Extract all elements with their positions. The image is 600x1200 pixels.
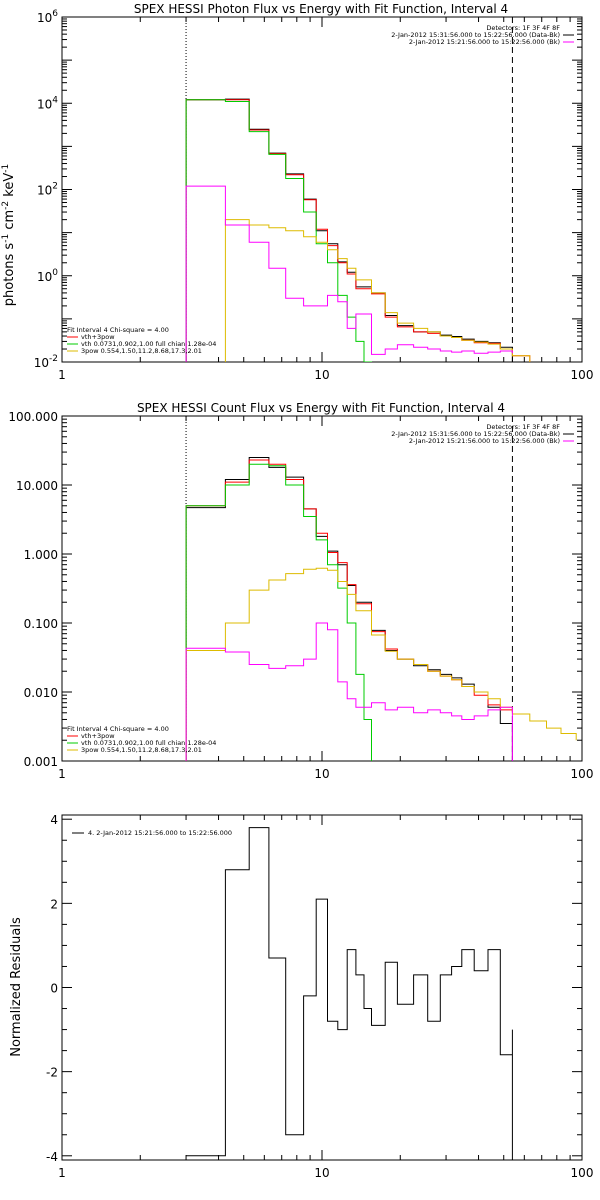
legend-entry: Fit Interval 4 Chi-square = 4.00	[67, 326, 169, 334]
y-tick-label: 0.001	[24, 755, 58, 769]
series-4-histogram	[185, 185, 513, 362]
legend-entry: 4. 2-Jan-2012 15:21:56.000 to 15:22:56.0…	[88, 829, 232, 837]
legend-entry: vth+3pow	[81, 732, 115, 740]
y-tick-label: -4	[46, 1150, 58, 1164]
residuals-ylabel: Normalized Residuals	[9, 917, 24, 1057]
ylabel-exp-c: -1	[1, 164, 11, 173]
photon-flux-title: SPEX HESSI Photon Flux vs Energy with Fi…	[134, 2, 508, 16]
y-tick-label: 10-2	[34, 354, 58, 370]
ylabel-exp-a: -1	[1, 234, 11, 243]
count-flux-title: SPEX HESSI Count Flux vs Energy with Fit…	[137, 401, 505, 415]
x-tick-label: 10	[314, 767, 329, 781]
residuals-panel: Normalized Residuals 1 10 100 4 2 0 -2 -4 4. 2-J…	[9, 813, 593, 1180]
residuals-histogram	[186, 827, 513, 1160]
x-tick-label: 100	[571, 368, 594, 382]
legend-entry: 2-Jan-2012 15:21:56.000 to 15:22:56.000 …	[409, 38, 560, 46]
y-tick-label: 1.000	[24, 548, 58, 562]
series-3-histogram	[185, 567, 577, 761]
y-tick-label: 0	[50, 982, 58, 996]
legend-entry: 3pow 0.554,1.50,11.2,8.68,17.3,2.01	[81, 746, 202, 754]
photon-flux-panel: SPEX HESSI Photon Flux vs Energy with Fi…	[1, 2, 594, 382]
plot-frame	[61, 16, 583, 363]
plot-frame	[61, 814, 583, 1161]
y-tick-label: 106	[37, 9, 58, 25]
legend-entry: 2-Jan-2012 15:31:56.000 to 15:22:56.000 …	[391, 31, 560, 39]
legend-entry: Detectors: 1F 3F 4F 8F	[486, 24, 560, 32]
y-tick-label: 4	[50, 813, 58, 827]
series-0-histogram	[185, 98, 513, 362]
y-tick-label: 0.100	[24, 617, 58, 631]
count-flux-panel: SPEX HESSI Count Flux vs Energy with Fit…	[8, 401, 593, 781]
series-2-histogram	[185, 463, 372, 761]
x-tick-label: 10	[314, 1166, 329, 1180]
photon-flux-ylabel: photons s-1 cm-2 keV-1	[1, 164, 17, 306]
ylabel-part-a: photons s	[2, 243, 17, 307]
x-tick-label: 1	[58, 767, 66, 781]
y-tick-label: 10.000	[16, 479, 58, 493]
x-tick-label: 100	[571, 1166, 594, 1180]
y-tick-label: 102	[37, 182, 58, 198]
y-tick-label: -2	[46, 1066, 58, 1080]
y-tick-label: 0.010	[24, 686, 58, 700]
legend-entry: 3pow 0.554,1.50,11.2,8.68,17.3,2.01	[81, 347, 202, 355]
ylabel-exp-b: -2	[1, 201, 11, 210]
y-tick-label: 100.000	[8, 410, 58, 424]
y-tick-label: 104	[37, 95, 58, 111]
ylabel-part-b: cm	[2, 210, 17, 234]
legend-entry: Fit Interval 4 Chi-square = 4.00	[67, 725, 169, 733]
series-0-histogram	[185, 457, 513, 761]
plot-frame	[61, 415, 583, 762]
legend-entry: 2-Jan-2012 15:21:56.000 to 15:22:56.000 …	[409, 437, 560, 445]
series-3-histogram	[224, 219, 531, 362]
series-1-histogram	[185, 459, 513, 761]
legend-entry: vth 0.0731,0.902,1.00 full chian 1.28e-0…	[81, 340, 216, 348]
y-tick-label: 100	[37, 268, 58, 284]
series-4-histogram	[185, 622, 513, 761]
x-tick-label: 100	[571, 767, 594, 781]
series-1-histogram	[185, 99, 531, 362]
legend-entry: vth 0.0731,0.902,1.00 full chian 1.28e-0…	[81, 739, 216, 747]
x-tick-label: 1	[58, 1166, 66, 1180]
x-tick-label: 1	[58, 368, 66, 382]
legend-entry: Detectors: 1F 3F 4F 8F	[486, 423, 560, 431]
series-2-histogram	[185, 99, 372, 362]
x-tick-label: 10	[314, 368, 329, 382]
legend-entry: vth+3pow	[81, 333, 115, 341]
legend-entry: 2-Jan-2012 15:31:56.000 to 15:22:56.000 …	[391, 430, 560, 438]
ylabel-part-c: keV	[2, 173, 17, 201]
y-tick-label: 2	[50, 897, 58, 911]
